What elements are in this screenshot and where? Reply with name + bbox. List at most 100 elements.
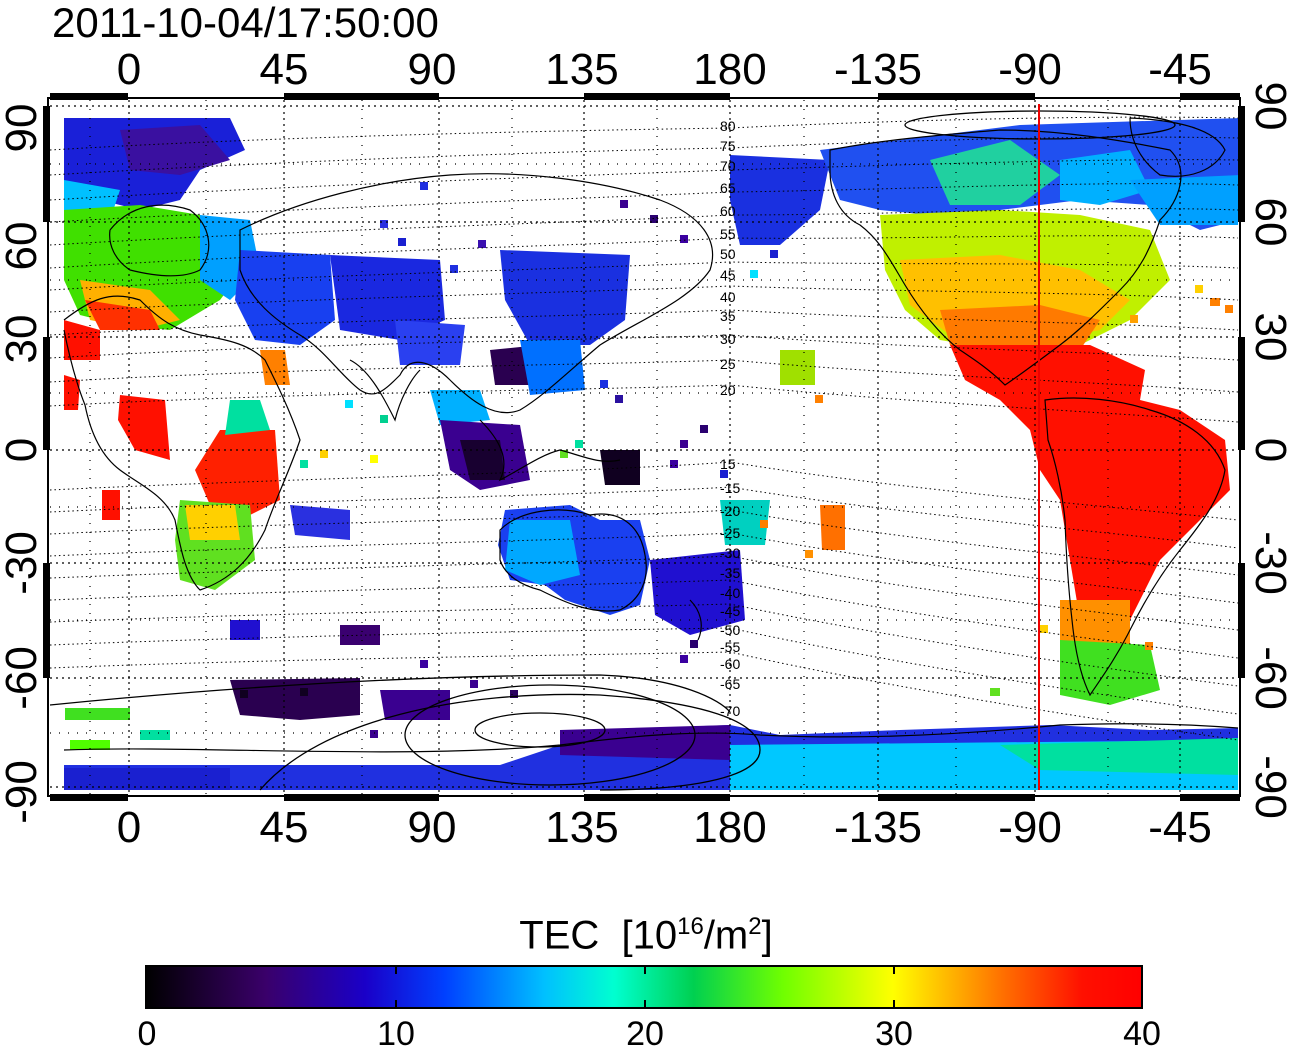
y-tick-right: 60 — [1246, 197, 1292, 247]
contour-label: 30 — [720, 331, 736, 347]
contour-label: 40 — [720, 289, 736, 305]
colorbar-tick-label: 20 — [626, 1015, 664, 1053]
y-tick-left: 90 — [0, 103, 46, 153]
coastlines — [63, 117, 1238, 753]
tec-patch — [395, 320, 465, 365]
x-tick-top: 0 — [116, 45, 142, 94]
coastline-nz — [689, 599, 702, 641]
y-tick-right: -30 — [1246, 531, 1292, 595]
y-tick-left: 60 — [0, 221, 46, 271]
tec-patch — [235, 250, 335, 345]
tec-patch — [340, 625, 380, 645]
contour-label: 45 — [720, 267, 736, 283]
tec-patch — [225, 400, 270, 435]
tec-patch — [1000, 738, 1238, 775]
colorbar-unit-exponent: 16 — [677, 913, 704, 940]
x-tick-bottom: 135 — [545, 803, 619, 852]
contour-label: -60 — [720, 656, 740, 672]
contour-label: -30 — [720, 545, 740, 561]
tec-patch — [120, 125, 230, 175]
colorbar-tick-label: 10 — [377, 1015, 415, 1053]
colorbar-tick-mark — [395, 966, 397, 974]
timestamp-title: 2011-10-04/17:50:00 — [52, 0, 439, 46]
tec-patch — [70, 740, 110, 750]
contour-label: 55 — [720, 226, 736, 242]
tec-patch — [730, 155, 830, 245]
tec-patch — [64, 375, 80, 410]
colorbar-unit-prefix: [10 — [621, 913, 678, 958]
coastline-europe-africa — [63, 295, 301, 591]
tec-patch — [505, 520, 580, 585]
coastline-south-america — [1044, 397, 1226, 697]
x-tick-top: 90 — [407, 45, 457, 94]
tec-patch — [185, 505, 240, 540]
tec-patch — [720, 500, 770, 545]
tec-patch — [230, 678, 360, 720]
tec-patch — [820, 505, 845, 550]
x-tick-top: 180 — [693, 45, 767, 94]
coastline-india — [349, 359, 421, 422]
x-tick-bottom: 180 — [693, 803, 767, 852]
tec-patch — [520, 340, 585, 395]
contour-label: -15 — [720, 480, 740, 496]
contour-label: 35 — [720, 308, 736, 324]
tec-data-layer — [64, 118, 1238, 790]
colorbar-tick-mark — [644, 966, 646, 974]
contour-label: -45 — [720, 603, 740, 619]
coastline-seasia — [479, 419, 621, 482]
tec-patch — [500, 250, 630, 345]
colorbar-quantity: TEC — [519, 913, 600, 958]
tec-patch — [940, 305, 1100, 355]
colorbar-unit-mid: /m — [703, 913, 749, 958]
x-tick-bottom: -90 — [998, 803, 1062, 852]
contour-label-group: 80 75 70 65 60 55 50 45 40 35 30 25 20 1… — [720, 118, 740, 719]
contour-label: -55 — [720, 639, 740, 655]
tec-patch — [600, 450, 640, 485]
x-tick-bottom: -45 — [1148, 803, 1212, 852]
tec-patch — [930, 140, 1060, 205]
x-tick-top: 45 — [259, 45, 309, 94]
frame-ticks — [43, 93, 1245, 801]
coastline-greenland — [1129, 117, 1226, 177]
x-tick-bottom: 45 — [259, 803, 309, 852]
coastline-north-america — [829, 129, 1182, 386]
contour-label: 60 — [720, 203, 736, 219]
tec-patch — [140, 730, 170, 740]
tec-patch — [430, 390, 490, 425]
y-tick-right: 0 — [1246, 437, 1292, 463]
y-tick-left: 0 — [0, 437, 46, 463]
tec-patch — [950, 345, 1230, 620]
contour-label: -70 — [720, 703, 740, 719]
colorbar-tick-label: 0 — [137, 1015, 157, 1053]
coastline-scandinavia — [109, 204, 210, 277]
x-tick-bottom: 90 — [407, 803, 457, 852]
y-tick-left: -60 — [0, 646, 46, 710]
contour-label: -35 — [720, 565, 740, 581]
contour-label: -50 — [720, 622, 740, 638]
coastline-antarctica — [63, 723, 1238, 753]
x-tick-top: -45 — [1148, 45, 1212, 94]
y-tick-right: -60 — [1246, 646, 1292, 710]
coastline-asia — [239, 173, 714, 414]
colorbar-tick-label: 30 — [875, 1015, 913, 1053]
y-tick-right: 90 — [1246, 81, 1292, 131]
colorbar-unit-exponent2: 2 — [748, 913, 762, 940]
contour-label: 65 — [720, 180, 736, 196]
tec-patch — [65, 708, 130, 720]
tec-patch — [1060, 640, 1160, 705]
colorbar-tick-mark — [644, 1000, 646, 1008]
contour-label: -40 — [720, 585, 740, 601]
contour-label: -25 — [720, 525, 740, 541]
tec-patch — [64, 320, 100, 360]
tec-patch — [230, 620, 260, 640]
tec-patch — [650, 550, 745, 635]
tec-patch — [290, 505, 350, 540]
contour-label: -20 — [720, 503, 740, 519]
y-tick-left: -30 — [0, 531, 46, 595]
x-tick-top: -135 — [833, 45, 923, 94]
tec-patch — [64, 768, 230, 790]
contour-label: 20 — [720, 382, 736, 398]
x-tick-top: 135 — [545, 45, 619, 94]
x-tick-top: -90 — [998, 45, 1062, 94]
